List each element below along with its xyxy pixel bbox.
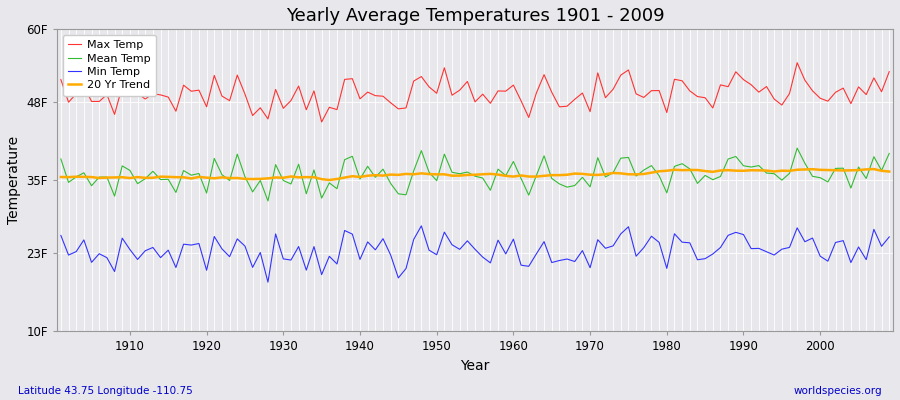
20 Yr Trend	[508, 174, 518, 179]
Mean Temp	[339, 157, 350, 162]
Mean Temp	[508, 159, 518, 164]
X-axis label: Year: Year	[461, 359, 490, 373]
20 Yr Trend	[868, 167, 879, 172]
Min Temp	[117, 236, 128, 240]
Max Temp	[792, 60, 803, 65]
Line: 20 Yr Trend: 20 Yr Trend	[61, 169, 889, 180]
Min Temp	[523, 264, 534, 269]
20 Yr Trend	[56, 174, 67, 179]
Mean Temp	[792, 146, 803, 150]
20 Yr Trend	[339, 175, 350, 180]
Min Temp	[416, 224, 427, 228]
Line: Min Temp: Min Temp	[61, 226, 889, 282]
Line: Mean Temp: Mean Temp	[61, 148, 889, 201]
Min Temp	[263, 280, 274, 284]
Max Temp	[56, 77, 67, 82]
Mean Temp	[516, 176, 526, 181]
20 Yr Trend	[285, 174, 296, 179]
Min Temp	[293, 244, 304, 249]
Max Temp	[608, 87, 618, 92]
Y-axis label: Temperature: Temperature	[7, 136, 21, 224]
Line: Max Temp: Max Temp	[61, 63, 889, 122]
Text: Latitude 43.75 Longitude -110.75: Latitude 43.75 Longitude -110.75	[18, 386, 193, 396]
Max Temp	[316, 120, 327, 124]
Mean Temp	[263, 198, 274, 203]
Text: worldspecies.org: worldspecies.org	[794, 386, 882, 396]
20 Yr Trend	[324, 178, 335, 182]
Min Temp	[884, 234, 895, 239]
Max Temp	[117, 84, 128, 89]
Title: Yearly Average Temperatures 1901 - 2009: Yearly Average Temperatures 1901 - 2009	[285, 7, 664, 25]
Legend: Max Temp, Mean Temp, Min Temp, 20 Yr Trend: Max Temp, Mean Temp, Min Temp, 20 Yr Tre…	[63, 35, 157, 96]
Mean Temp	[56, 156, 67, 161]
Min Temp	[56, 233, 67, 238]
Mean Temp	[608, 170, 618, 175]
Max Temp	[516, 98, 526, 103]
20 Yr Trend	[516, 173, 526, 178]
Max Temp	[508, 83, 518, 88]
Max Temp	[884, 69, 895, 74]
Min Temp	[339, 228, 350, 233]
Mean Temp	[117, 164, 128, 168]
Max Temp	[285, 98, 296, 103]
20 Yr Trend	[117, 175, 128, 180]
Max Temp	[339, 77, 350, 82]
Min Temp	[516, 263, 526, 268]
Min Temp	[616, 232, 626, 236]
20 Yr Trend	[608, 170, 618, 175]
Mean Temp	[884, 151, 895, 156]
Mean Temp	[293, 162, 304, 166]
20 Yr Trend	[884, 169, 895, 174]
